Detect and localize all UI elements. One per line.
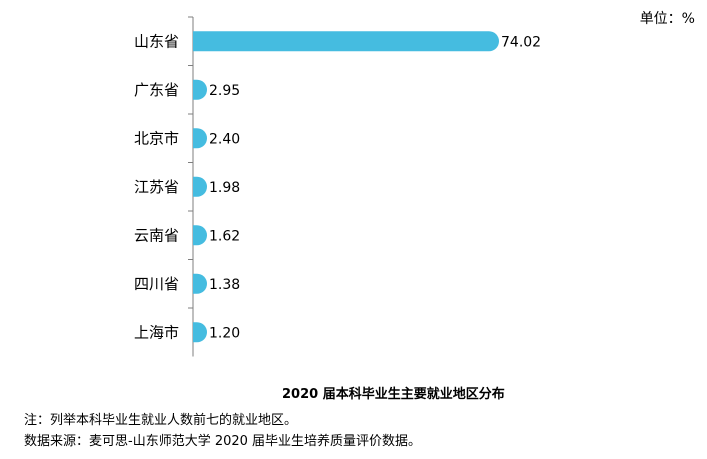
chart-title: 2020 届本科毕业生主要就业地区分布 [282, 387, 505, 402]
bar-chart: 山东省 74.02 广东省 2.95 北京市 2.40 江苏省 1.98 云南省 1.62 四川省 1… [134, 16, 541, 357]
category-label: 山东省 [134, 32, 179, 50]
value-label: 1.20 [209, 325, 240, 341]
category-label: 北京市 [134, 129, 179, 147]
value-label: 2.40 [209, 131, 240, 147]
value-label: 74.02 [501, 34, 541, 50]
value-label: 2.95 [209, 83, 240, 99]
value-label: 1.38 [209, 277, 240, 293]
bar [193, 79, 207, 100]
unit-label: 单位：% [639, 11, 695, 27]
category-label: 上海市 [134, 323, 179, 341]
category-label: 广东省 [134, 81, 179, 99]
bar [193, 31, 499, 52]
chart-note: 注：列举本科毕业生就业人数前七的就业地区。 [24, 413, 298, 428]
category-label: 江苏省 [134, 178, 179, 196]
value-label: 1.98 [209, 180, 240, 196]
value-label: 1.62 [209, 228, 240, 244]
bar [193, 322, 207, 343]
category-label: 四川省 [134, 275, 179, 293]
bar [193, 225, 207, 246]
bar [193, 176, 207, 197]
bar [193, 273, 207, 294]
data-source: 数据来源：麦可思-山东师范大学 2020 届毕业生培养质量评价数据。 [24, 434, 422, 449]
category-label: 云南省 [134, 226, 179, 244]
bar [193, 128, 207, 149]
